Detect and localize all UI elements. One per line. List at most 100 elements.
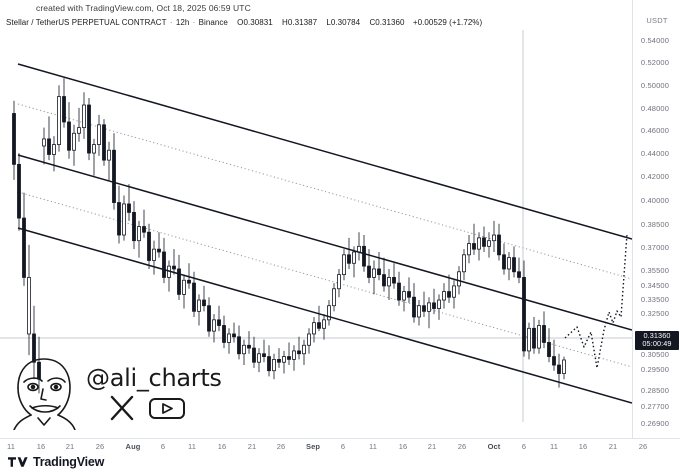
- candle-body: [437, 299, 441, 309]
- exchange-label[interactable]: Binance: [198, 18, 228, 27]
- candle-body: [77, 127, 81, 134]
- symbol-name[interactable]: Stellar / TetherUS PERPETUAL CONTRACT: [6, 18, 167, 27]
- ohlc-low: L0.30784: [326, 18, 361, 27]
- price-axis-unit: USDT: [646, 16, 668, 25]
- time-axis-tick: 6: [340, 442, 346, 451]
- time-axis-tick: 16: [217, 442, 227, 451]
- candle-body: [327, 305, 331, 321]
- candle-body: [42, 138, 46, 147]
- time-axis-tick: 26: [95, 442, 105, 451]
- candle-body: [522, 277, 526, 352]
- candle-body: [172, 265, 176, 270]
- candle-body: [517, 271, 521, 278]
- price-axis-tick: 0.44000: [640, 149, 670, 158]
- candle-body: [57, 96, 61, 145]
- price-axis-tick: 0.50000: [640, 81, 670, 90]
- tradingview-wordmark: TradingView: [33, 455, 105, 469]
- crosshair-group: [0, 30, 632, 422]
- current-price-badge: 0.31360 05:00:49: [635, 331, 679, 351]
- candle-body: [452, 285, 456, 298]
- candle-body: [412, 296, 416, 318]
- candle-body: [217, 319, 221, 326]
- candle-body: [402, 291, 406, 301]
- candle-body: [347, 254, 351, 264]
- candle-body: [72, 132, 76, 151]
- candle-body: [147, 231, 151, 261]
- candle-body: [417, 305, 421, 318]
- candle-body: [532, 327, 536, 349]
- candle-body: [302, 344, 306, 355]
- price-axis-tick: 0.32500: [640, 309, 670, 318]
- candle-body: [127, 203, 131, 213]
- price-axis-tick: 0.28500: [640, 386, 670, 395]
- time-axis[interactable]: 11 16 21 26 Aug 6 11 16 21 26 Sep 6 11 16 21 26 Oct 6 11 16…: [0, 438, 680, 455]
- avatar-illustration: [13, 358, 76, 431]
- candle-body: [22, 217, 26, 278]
- candle-body: [157, 248, 161, 253]
- chart-canvas: [0, 30, 632, 422]
- price-axis-tick: 0.30500: [640, 350, 670, 359]
- time-axis-tick: 16: [36, 442, 46, 451]
- candle-body: [187, 279, 191, 284]
- candle-body: [67, 121, 71, 151]
- dotted-upper: [17, 103, 632, 280]
- candle-body: [422, 305, 426, 312]
- candle-body: [142, 226, 146, 233]
- candle-body: [542, 325, 546, 343]
- candle-body: [562, 359, 566, 374]
- time-axis-tick: 16: [398, 442, 408, 451]
- candle-body: [512, 257, 516, 273]
- price-axis-tick: 0.37000: [640, 243, 670, 252]
- price-axis-tick: 0.27700: [640, 402, 670, 411]
- bar-countdown: 05:00:49: [642, 339, 672, 349]
- candle-body: [82, 104, 86, 129]
- candle-body: [527, 327, 531, 352]
- forecast-polyline: [564, 233, 628, 369]
- candle-body: [322, 319, 326, 329]
- forecast-path: [564, 233, 628, 369]
- candle-body: [247, 344, 251, 349]
- candle-body: [267, 356, 271, 372]
- interval-label[interactable]: 12h: [175, 18, 190, 27]
- upper-resistance: [17, 63, 632, 240]
- candle-body: [487, 240, 491, 247]
- candle-body: [557, 364, 561, 374]
- price-axis[interactable]: USDT 0.54000 0.52000 0.50000 0.48000 0.46000…: [632, 0, 680, 438]
- candle-body: [507, 257, 511, 270]
- candle-body: [207, 305, 211, 332]
- time-axis-tick: 26: [457, 442, 467, 451]
- candle-body: [342, 254, 346, 276]
- current-price-value: 0.31360: [643, 331, 671, 340]
- candle-body: [202, 299, 206, 307]
- price-axis-tick: 0.33500: [640, 295, 670, 304]
- price-axis-tick: 0.40000: [640, 196, 670, 205]
- candle-body: [332, 288, 336, 307]
- candle-body: [132, 212, 136, 242]
- tradingview-logo[interactable]: TradingView: [8, 455, 104, 469]
- price-axis-tick: 0.46000: [640, 126, 670, 135]
- price-axis-tick: 0.34500: [640, 281, 670, 290]
- candle-body: [492, 234, 496, 242]
- candle-body: [367, 265, 371, 278]
- candle-body: [162, 251, 166, 278]
- candle-body: [52, 144, 56, 155]
- candle-body: [62, 96, 66, 123]
- candle-body: [352, 251, 356, 264]
- chart-plot-area[interactable]: [0, 30, 632, 422]
- time-axis-tick: 11: [188, 442, 196, 451]
- ohlc-open: O0.30831: [237, 18, 273, 27]
- youtube-logo-icon: [149, 398, 185, 419]
- price-axis-tick: 0.52000: [640, 58, 670, 67]
- candle-body: [287, 356, 291, 360]
- candle-body: [537, 325, 541, 349]
- candle-body: [432, 302, 436, 309]
- midline: [17, 154, 632, 331]
- price-axis-tick: 0.48000: [640, 104, 670, 113]
- ohlc-close: C0.31360: [369, 18, 405, 27]
- symbol-info-bar: Stellar / TetherUS PERPETUAL CONTRACT · …: [6, 18, 483, 27]
- candle-body: [222, 325, 226, 343]
- candle-body: [362, 245, 366, 267]
- time-axis-tick: 26: [276, 442, 286, 451]
- candle-body: [242, 344, 246, 355]
